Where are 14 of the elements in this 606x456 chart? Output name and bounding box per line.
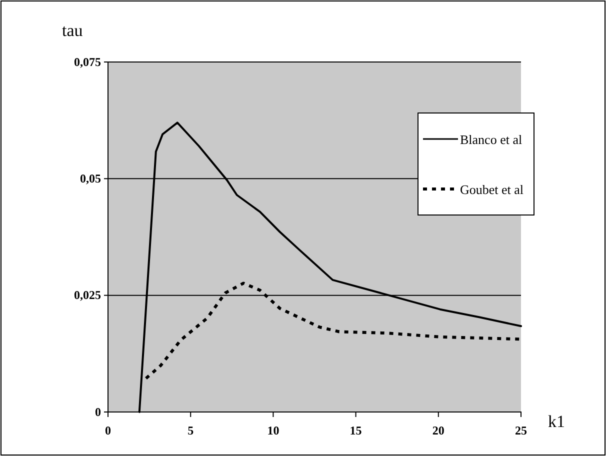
x-tick-label: 25	[515, 423, 527, 438]
y-axis-title: tau	[62, 21, 84, 40]
y-tick-label: 0	[95, 404, 101, 419]
legend-label: Blanco et al	[460, 132, 522, 147]
y-tick-label: 0,05	[80, 172, 101, 186]
x-tick-label: 15	[350, 423, 362, 438]
legend-label: Goubet et al	[460, 182, 524, 197]
x-tick-label: 0	[105, 423, 111, 438]
x-tick-label: 5	[188, 423, 194, 438]
y-tick-label: 0,025	[74, 288, 101, 302]
x-axis-title: k1	[548, 412, 565, 431]
y-tick-label: 0,075	[74, 54, 101, 69]
x-tick-label: 10	[267, 423, 280, 438]
x-tick-label: 20	[432, 423, 444, 438]
